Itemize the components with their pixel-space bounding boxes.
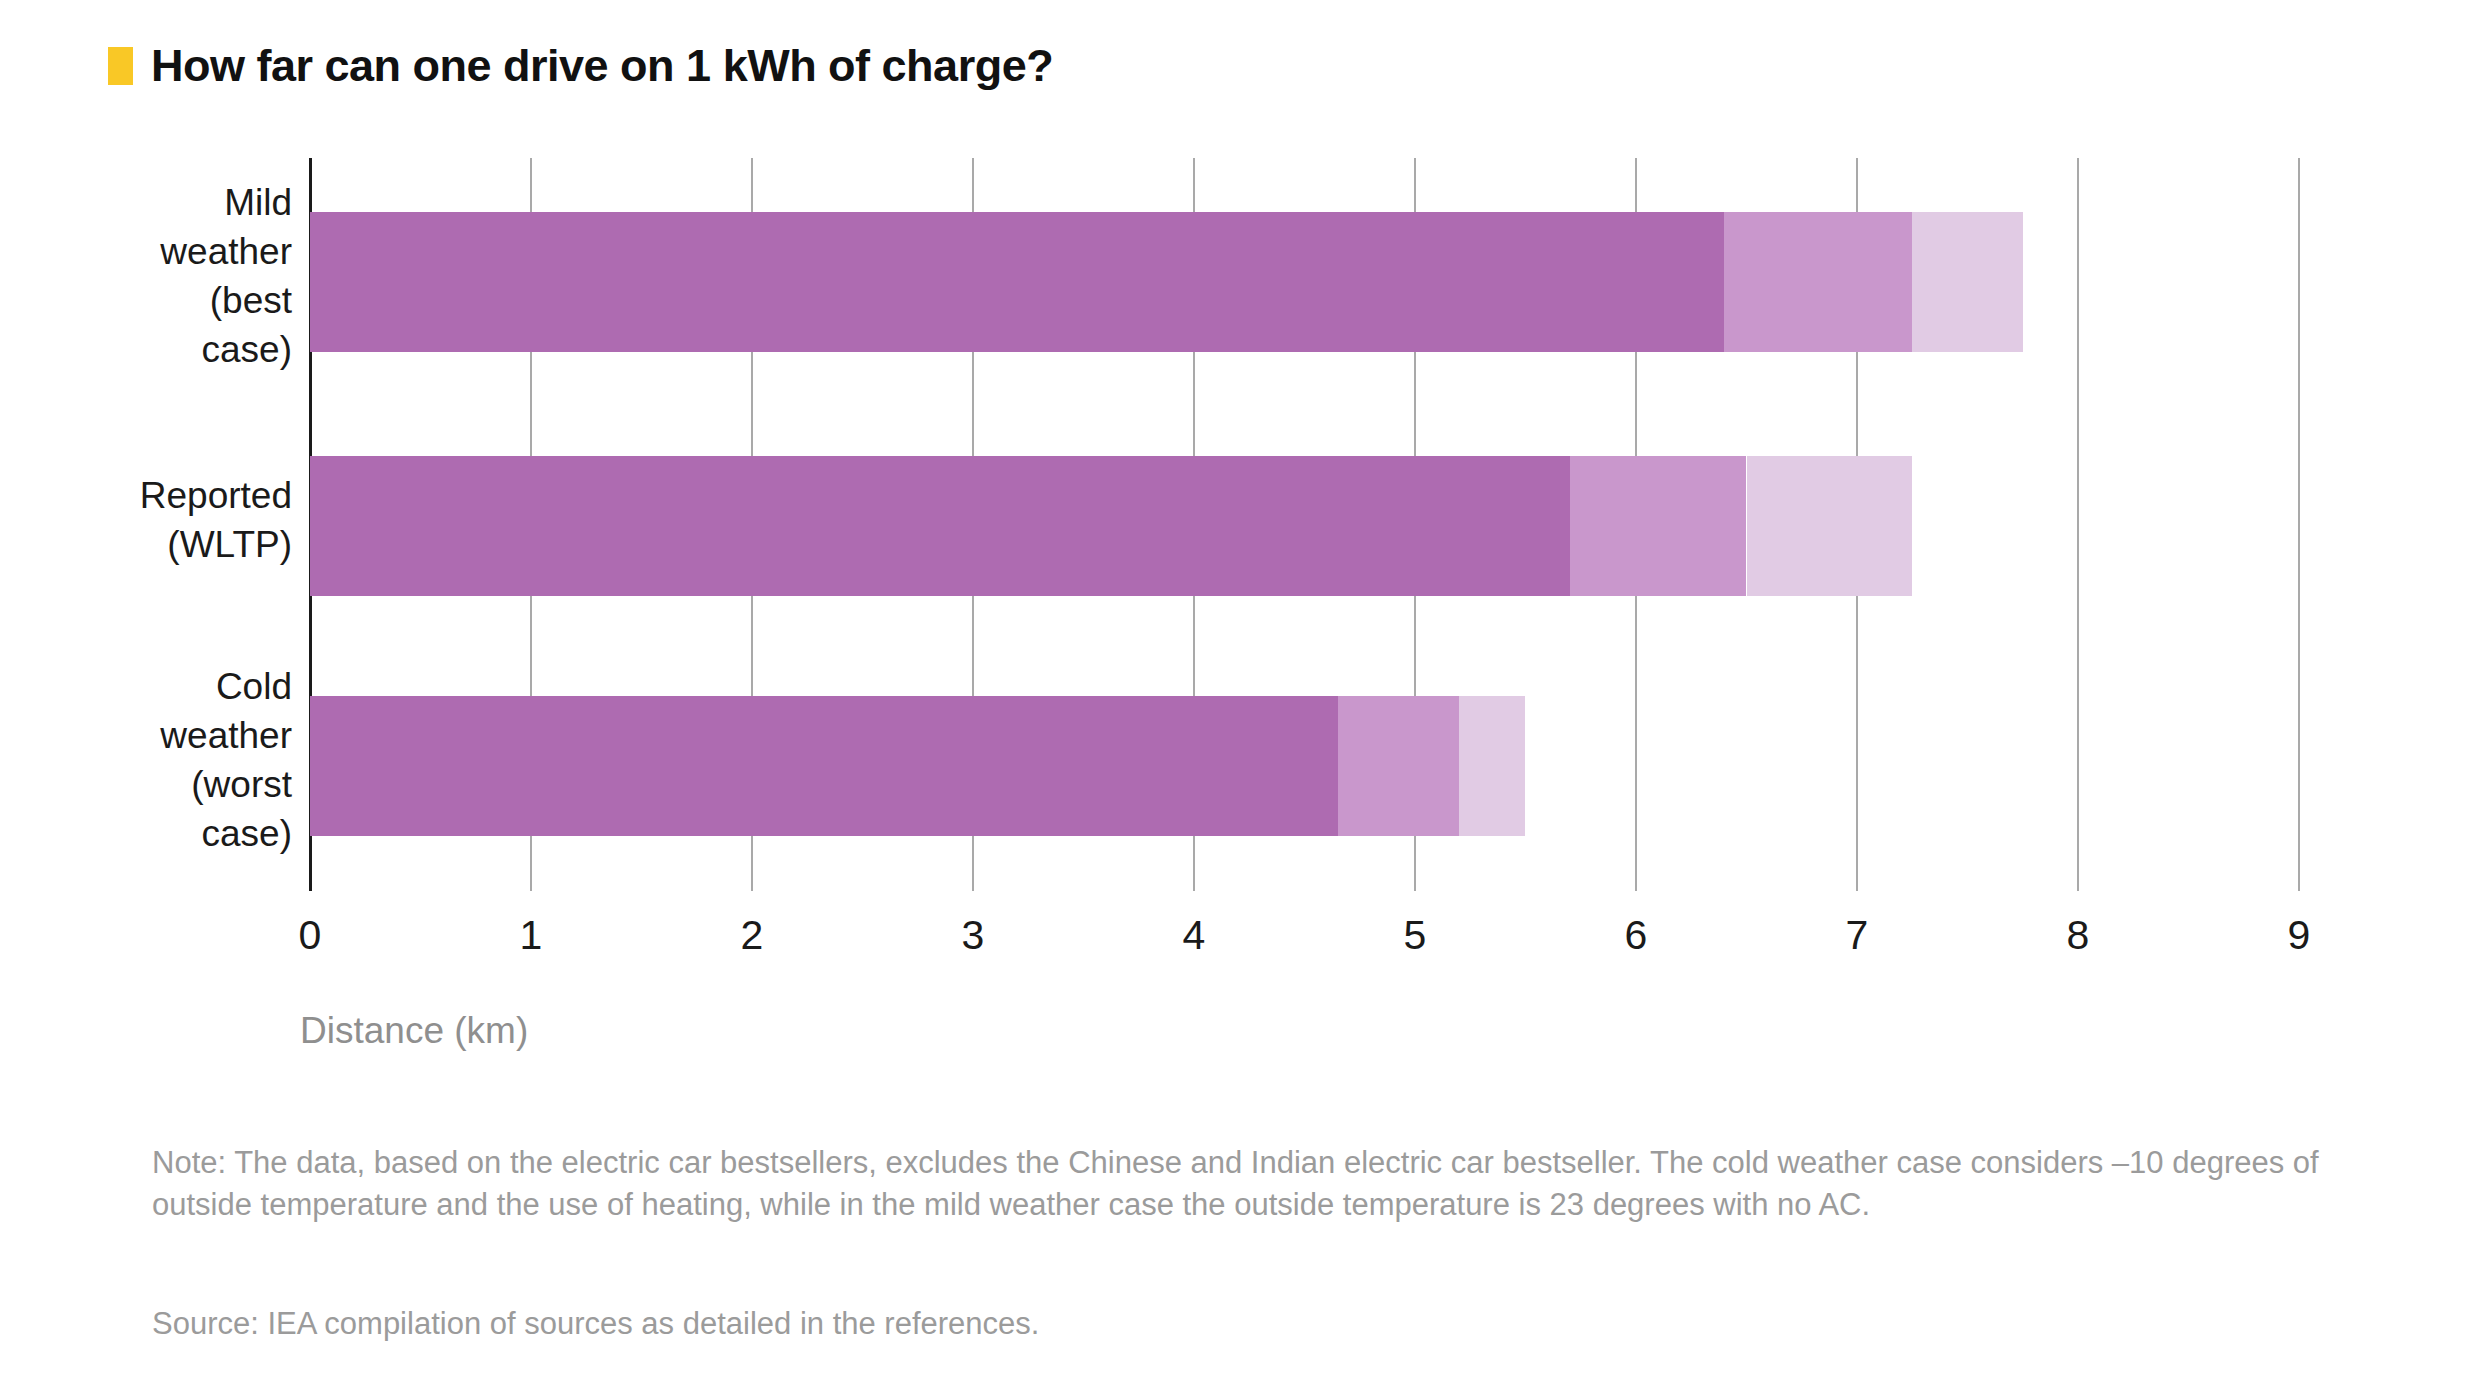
plot-area	[310, 158, 2299, 891]
chart-title: How far can one drive on 1 kWh of charge…	[151, 40, 1053, 92]
x-tick-label-9: 9	[2239, 912, 2359, 959]
bar-segment	[310, 456, 1570, 596]
x-tick-label-5: 5	[1355, 912, 1475, 959]
x-tick-label-8: 8	[2018, 912, 2138, 959]
bar-row	[310, 696, 1526, 836]
category-label: Reported(WLTP)	[32, 471, 292, 569]
gridline-x-8	[2077, 158, 2079, 891]
bar-segment	[1338, 696, 1460, 836]
note-text: Note: The data, based on the electric ca…	[152, 1142, 2382, 1226]
x-tick-label-0: 0	[250, 912, 370, 959]
category-label: Coldweather(worstcase)	[32, 662, 292, 858]
bar-segment	[1747, 456, 1913, 596]
bar-segment	[1724, 212, 1912, 352]
x-tick-label-7: 7	[1797, 912, 1917, 959]
title-accent-marker-icon	[108, 47, 133, 85]
x-tick-label-4: 4	[1134, 912, 1254, 959]
bar-row	[310, 212, 2023, 352]
bar-segment	[1459, 696, 1525, 836]
x-tick-label-6: 6	[1576, 912, 1696, 959]
gridline-x-9	[2298, 158, 2300, 891]
chart-page: { "theme": { "accent_yellow": "#f9c826",…	[0, 0, 2481, 1380]
bar-row	[310, 456, 1912, 596]
bar-segment	[310, 212, 1724, 352]
category-label: Mildweather(bestcase)	[32, 178, 292, 374]
bar-segment	[310, 696, 1338, 836]
x-tick-label-1: 1	[471, 912, 591, 959]
chart-header: How far can one drive on 1 kWh of charge…	[108, 40, 1053, 92]
x-tick-label-3: 3	[913, 912, 1033, 959]
bar-segment	[1570, 456, 1747, 596]
x-tick-label-2: 2	[692, 912, 812, 959]
x-axis-title: Distance (km)	[300, 1010, 528, 1052]
bar-segment	[1912, 212, 2023, 352]
source-text: Source: IEA compilation of sources as de…	[152, 1306, 2382, 1342]
